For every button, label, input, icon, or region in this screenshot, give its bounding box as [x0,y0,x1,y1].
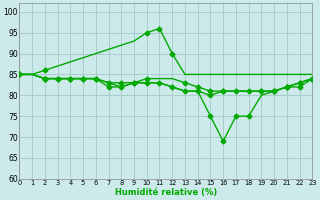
X-axis label: Humidité relative (%): Humidité relative (%) [115,188,217,197]
